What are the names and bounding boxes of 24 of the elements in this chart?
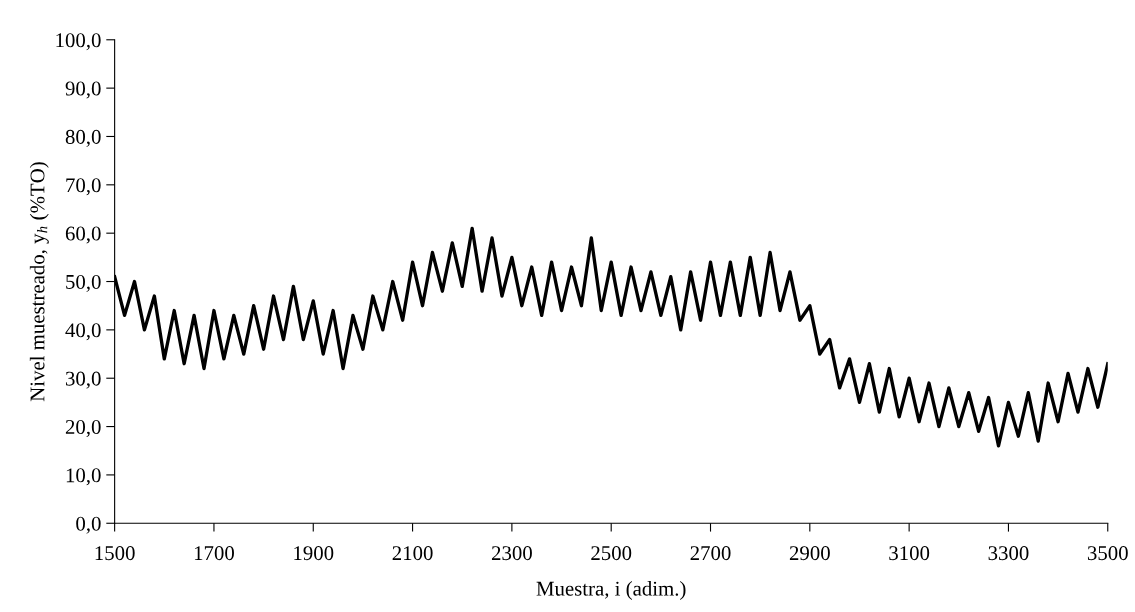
x-tick-label: 2900 <box>789 546 830 561</box>
y-tick-label: 60,0 <box>65 226 101 244</box>
y-tick-label: 0,0 <box>76 516 101 534</box>
y-tick-label: 40,0 <box>65 323 101 341</box>
y-tick-label: 30,0 <box>65 371 101 389</box>
y-tick-label: 70,0 <box>66 178 101 196</box>
y-tick-label: 80,0 <box>65 129 101 147</box>
x-tick-label: 2500 <box>591 546 632 561</box>
x-tick-label: 3100 <box>889 546 930 561</box>
x-tick-label: 1700 <box>194 546 234 561</box>
x-axis-title: Muestra, i (adim.) <box>536 581 686 600</box>
y-tick-label: 100,0 <box>56 33 101 51</box>
x-tick-label: 2100 <box>392 546 433 561</box>
y-tick-label: 50,0 <box>66 274 101 292</box>
y-tick-label: 90,0 <box>65 81 101 99</box>
x-tick-label: 2300 <box>491 546 532 561</box>
y-tick-label: 10,0 <box>66 468 101 486</box>
x-tick-label: 3300 <box>988 546 1029 561</box>
x-tick-label: 1500 <box>95 546 135 561</box>
y-tick-label: 20,0 <box>65 419 101 437</box>
y-axis-title: Nivel muestreado, y$_{h}$ (%TO) <box>29 162 49 402</box>
x-tick-label: 2700 <box>690 546 731 561</box>
x-tick-label: 1900 <box>294 546 334 561</box>
x-tick-label: 3500 <box>1087 546 1128 561</box>
